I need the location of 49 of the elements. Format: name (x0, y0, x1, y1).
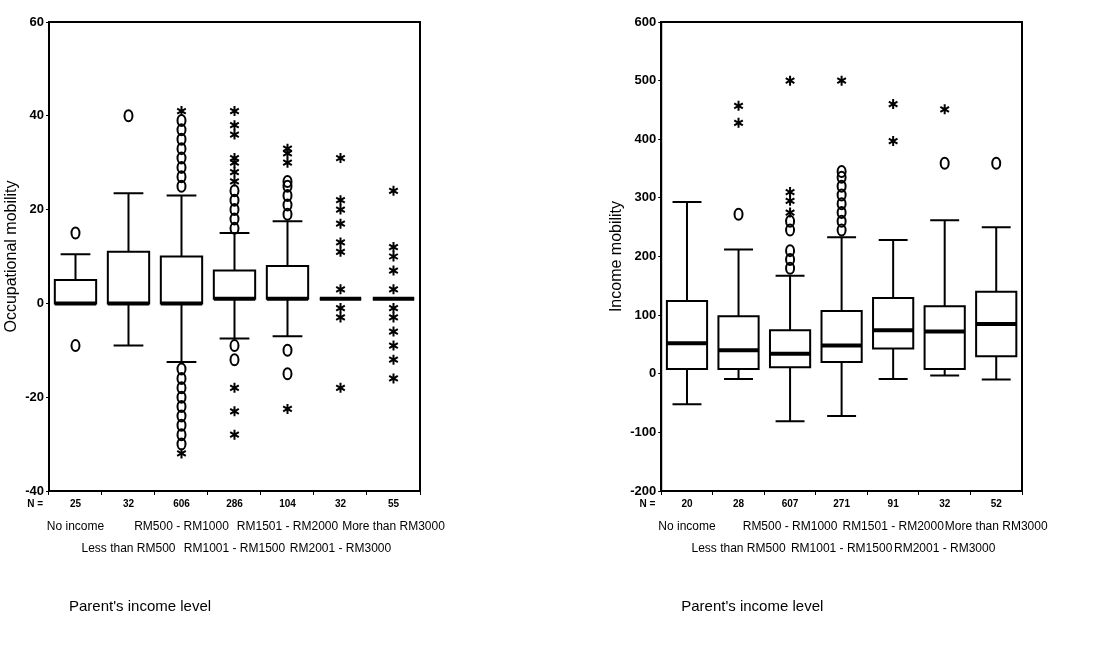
y-tick-label: -20 (25, 388, 44, 404)
y-tick-label: 300 (634, 189, 657, 205)
y-tick-label: -100 (630, 423, 657, 439)
y-tick-label: 60 (29, 13, 44, 29)
x-tick-label: No income (46, 519, 105, 534)
text: 271 (833, 497, 851, 509)
y-axis-title: Occupational mobility (2, 180, 20, 333)
text: 607 (781, 497, 799, 509)
x-tick-label: More than RM3000 (944, 519, 1048, 534)
text: N = (639, 497, 656, 509)
x-tick-label: RM1001 - RM1500 (183, 541, 286, 556)
x-tick-label: RM2001 - RM3000 (289, 541, 392, 556)
x-tick-label: RM500 - RM1000 (134, 519, 230, 534)
y-tick-label: 100 (634, 306, 657, 322)
x-tick-label: Less than RM500 (81, 541, 176, 556)
text: 32 (122, 497, 135, 509)
x-tick-label: RM500 - RM1000 (742, 519, 838, 534)
y-tick-label: 20 (29, 201, 44, 217)
x-tick-label: Less than RM500 (691, 541, 786, 556)
x-tick-label: RM1001 - RM1500 (790, 541, 893, 556)
y-tick-label: 0 (36, 294, 44, 310)
y-tick-label: -200 (630, 482, 657, 498)
text: 20 (681, 497, 693, 509)
text: 91 (887, 497, 900, 509)
y-tick-label: 200 (634, 248, 657, 264)
y-axis-title: Income mobility (607, 200, 625, 313)
text: 28 (732, 497, 745, 509)
x-axis-title: Parent's income level (68, 596, 212, 614)
x-tick-label: RM1501 - RM2000 (842, 519, 945, 534)
text: N = (27, 497, 44, 509)
x-tick-label: More than RM3000 (342, 519, 446, 534)
y-tick-label: 600 (634, 13, 657, 29)
text: 25 (69, 497, 82, 509)
x-tick-label: RM2001 - RM3000 (893, 541, 996, 556)
x-axis-title: Parent's income level (681, 596, 824, 614)
y-tick-label: -40 (25, 482, 44, 498)
x-tick-label: RM1501 - RM2000 (236, 519, 339, 534)
text: 52 (990, 497, 1003, 509)
text: 55 (387, 497, 400, 509)
text: 606 (173, 497, 191, 509)
text: 286 (226, 497, 244, 509)
y-tick-label: 40 (29, 107, 44, 123)
text: 32 (334, 497, 347, 509)
x-tick-label: No income (658, 519, 716, 534)
y-tick-label: 0 (648, 365, 657, 381)
text: 32 (939, 497, 951, 509)
text: 104 (279, 497, 297, 509)
y-tick-label: 400 (634, 130, 657, 146)
y-tick-label: 500 (634, 72, 657, 88)
